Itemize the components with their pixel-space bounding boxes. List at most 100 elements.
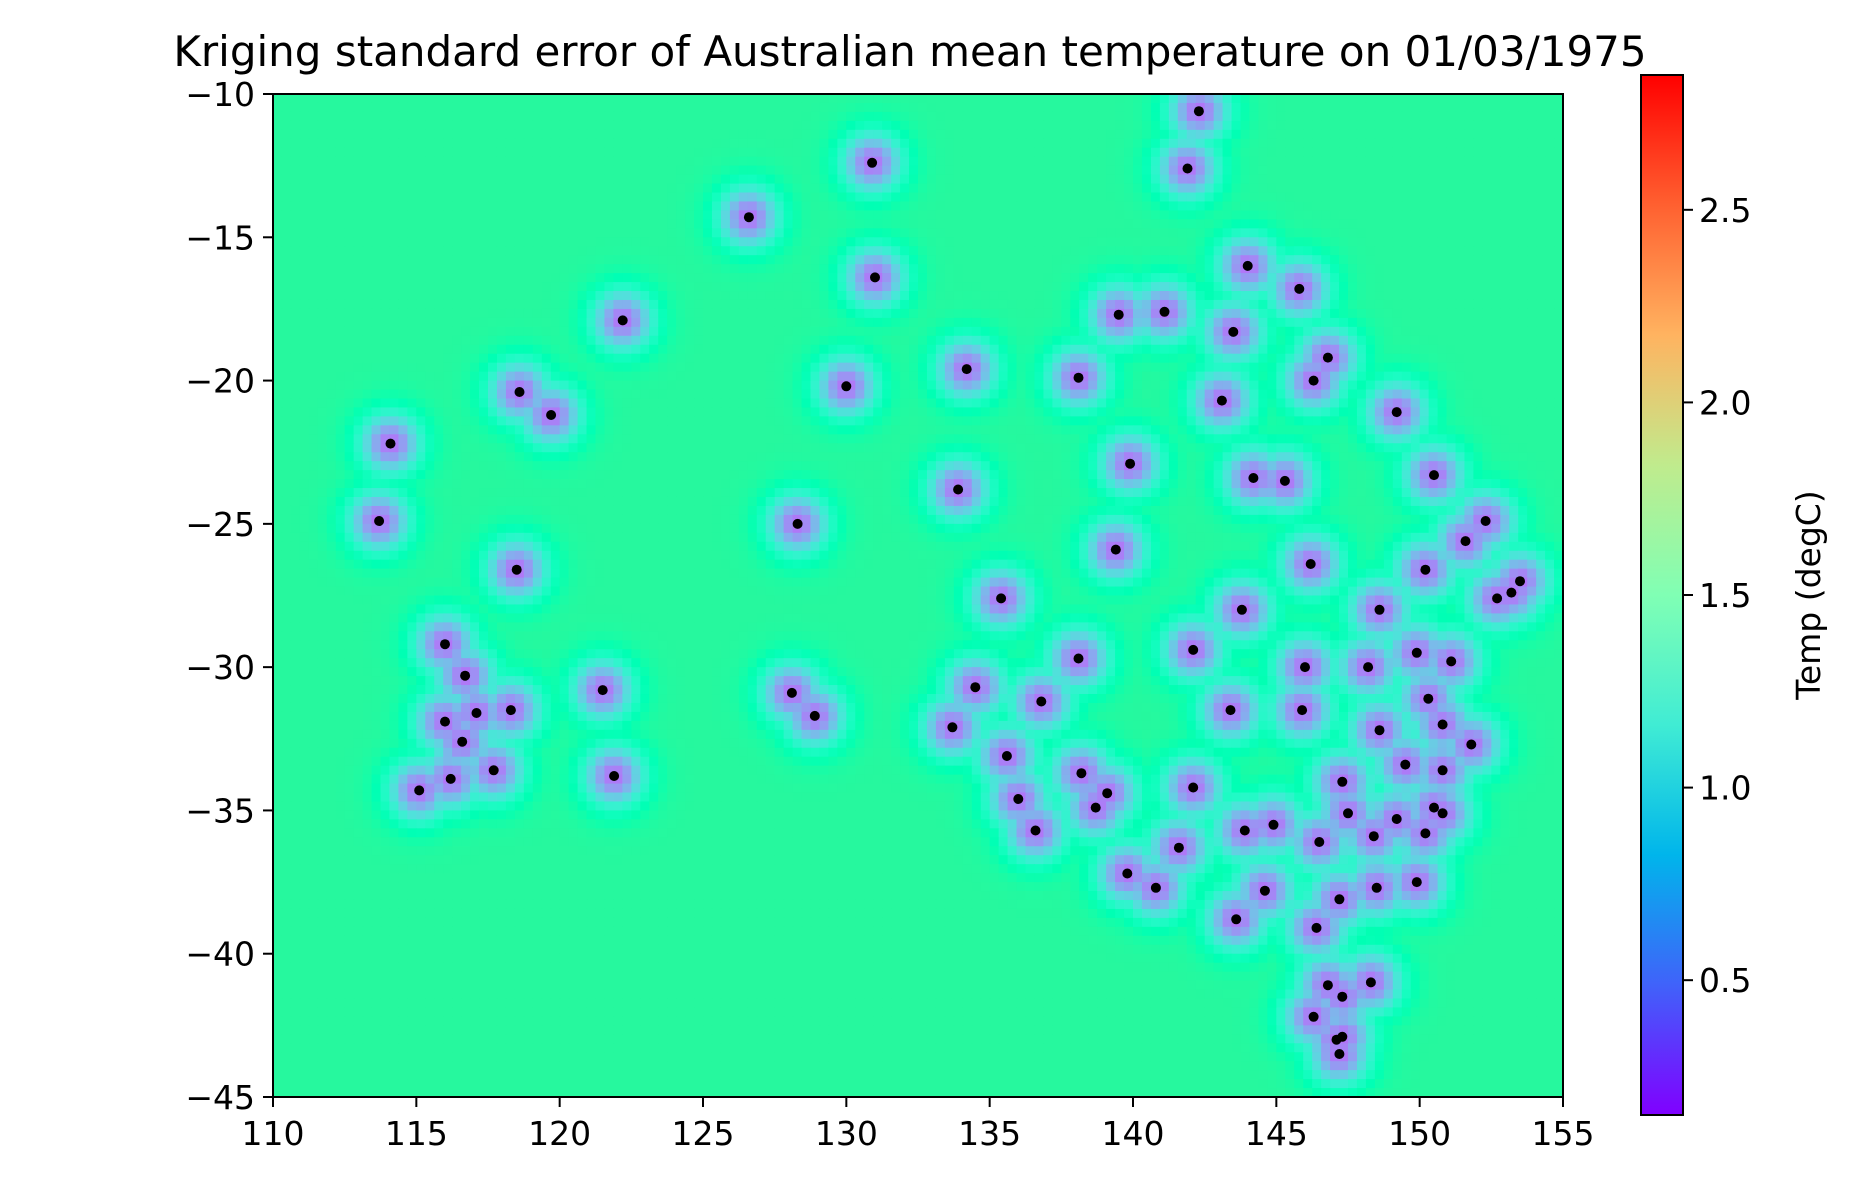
heatmap-cell [281,147,292,158]
heatmap-cell [362,264,373,274]
heatmap-cell [926,255,937,265]
heatmap-cell [1491,174,1501,185]
heatmap-cell [353,94,364,104]
heatmap-cell [1554,299,1564,310]
heatmap-cell [604,353,615,364]
heatmap-cell [1500,264,1510,274]
heatmap-cell [1473,353,1483,364]
heatmap-cell [362,174,373,185]
heatmap-cell [989,308,1000,319]
heatmap-cell [308,398,319,409]
heatmap-cell [586,192,597,203]
heatmap-cell [1473,299,1483,310]
heatmap-cell [452,335,462,346]
heatmap-cell [631,246,641,256]
heatmap-cell [1482,183,1492,194]
heatmap-cell [1482,371,1492,382]
heatmap-cell [1213,156,1224,167]
heatmap-cell [1070,174,1080,185]
heatmap-cell [738,308,749,319]
heatmap-cell [846,111,856,122]
heatmap-cell [1025,228,1036,238]
heatmap-cell [461,380,471,391]
heatmap-cell [317,102,328,113]
heatmap-cell [1276,255,1286,265]
heatmap-cell [837,174,847,185]
heatmap-cell [953,102,964,113]
heatmap-cell [577,192,588,203]
heatmap-cell [622,398,632,409]
heatmap-cell [1025,237,1036,247]
heatmap-cell [532,174,543,185]
heatmap-cell [532,291,543,301]
heatmap-cell [1141,192,1152,203]
heatmap-cell [694,228,704,238]
heatmap-cell [353,111,364,122]
heatmap-cell [1240,111,1251,122]
heatmap-cell [1518,380,1528,391]
heatmap-cell [1195,389,1206,400]
heatmap-cell [855,299,865,310]
heatmap-cell [407,156,417,167]
heatmap-cell [407,371,417,382]
heatmap-cell [944,192,955,203]
heatmap-cell [1383,165,1394,176]
heatmap-cell [344,183,355,194]
heatmap-cell [371,129,382,140]
heatmap-cell [962,192,973,203]
heatmap-cell [568,102,579,113]
heatmap-cell [452,398,462,409]
heatmap-cell [1276,165,1286,176]
heatmap-cell [604,398,615,409]
heatmap-cell [1177,255,1188,265]
heatmap-cell [1249,183,1260,194]
heatmap-cell [1339,147,1349,158]
heatmap-cell [371,335,382,346]
heatmap-cell [308,362,319,373]
heatmap-cell [882,192,892,203]
heatmap-cell [980,299,991,310]
heatmap-cell [909,94,919,104]
heatmap-cell [1312,192,1322,203]
heatmap-cell [926,344,937,355]
heatmap-cell [864,353,874,364]
heatmap-cell [1168,282,1179,292]
heatmap-cell [703,255,713,265]
heatmap-cell [1303,201,1313,212]
heatmap-cell [774,299,785,310]
heatmap-cell [900,299,910,310]
heatmap-cell [765,291,776,301]
heatmap-cell [425,282,435,292]
heatmap-cell [1339,371,1349,382]
heatmap-cell [1455,210,1466,220]
heatmap-cell [792,210,803,220]
heatmap-cell [416,237,426,247]
heatmap-cell [1141,264,1152,274]
heatmap-cell [1446,138,1457,149]
heatmap-cell [864,147,874,158]
heatmap-cell [1428,362,1439,373]
heatmap-cell [792,308,803,319]
heatmap-cell [407,111,417,122]
heatmap-cell [855,371,865,382]
heatmap-cell [1482,94,1492,104]
heatmap-cell [514,255,525,265]
heatmap-cell [371,156,382,167]
heatmap-cell [1088,201,1098,212]
heatmap-cell [425,94,435,104]
heatmap-cell [953,344,964,355]
heatmap-cell [1428,120,1439,131]
heatmap-cell [774,335,785,346]
heatmap-cell [604,94,615,104]
heatmap-cell [559,299,570,310]
heatmap-cell [640,192,650,203]
heatmap-cell [380,94,391,104]
heatmap-cell [1079,380,1089,391]
heatmap-cell [720,219,731,229]
heatmap-cell [909,147,919,158]
heatmap-cell [595,219,606,229]
heatmap-cell [640,335,650,346]
heatmap-cell [505,344,516,355]
heatmap-cell [1312,129,1322,140]
heatmap-cell [1097,183,1107,194]
